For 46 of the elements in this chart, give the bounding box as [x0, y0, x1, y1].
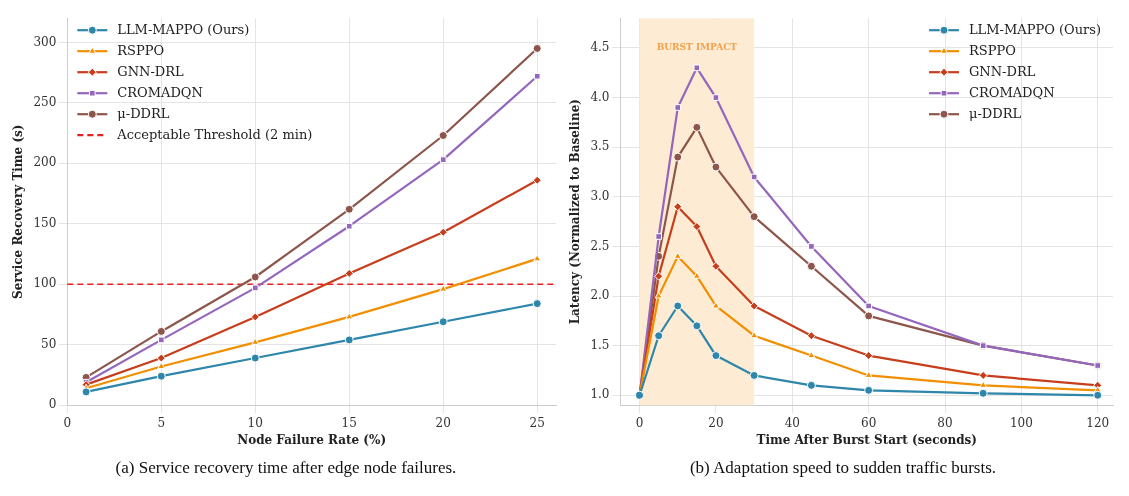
y-axis-title: Latency (Normalized to Baseline)	[568, 99, 583, 325]
legend-label: RSPPO	[117, 42, 165, 58]
x-tick-label: 120	[1086, 415, 1110, 430]
x-axis-title: Time After Burst Start (seconds)	[756, 432, 978, 447]
y-tick-label: 0	[48, 397, 57, 412]
x-tick-label: 40	[784, 415, 800, 430]
x-tick-label: 20	[435, 415, 451, 430]
legend-label: GNN-DRL	[117, 63, 185, 79]
y-tick-label: 4.5	[590, 40, 610, 55]
x-tick-label: 0	[635, 415, 644, 430]
y-tick-label: 3.0	[590, 188, 610, 203]
y-tick-label: 250	[33, 94, 57, 109]
text: (b) Adaptation speed to sudden traffic bursts.	[688, 458, 998, 478]
x-tick-label: 80	[937, 415, 953, 430]
y-tick-label: 2.5	[590, 238, 610, 253]
x-axis-title: Node Failure Rate (%)	[237, 432, 387, 447]
legend-label: Acceptable Threshold (2 min)	[116, 126, 313, 142]
y-tick-label: 4.0	[590, 89, 610, 104]
y-axis-title: Service Recovery Time (s)	[11, 124, 26, 299]
y-tick-label: 1.0	[590, 387, 610, 402]
legend-label: CROMADQN	[117, 84, 203, 100]
legend-label: LLM-MAPPO (Ours)	[117, 21, 250, 37]
y-tick-label: 1.5	[590, 337, 610, 352]
x-tick-label: 5	[157, 415, 166, 430]
x-tick-label: 25	[529, 415, 545, 430]
y-tick-label: 3.5	[590, 139, 610, 154]
legend-label: μ-DDRL	[968, 105, 1022, 121]
y-tick-label: 200	[33, 155, 57, 170]
y-tick-label: 2.0	[590, 288, 610, 303]
x-tick-label: 10	[247, 415, 263, 430]
text: (a) Service recovery time after edge node failures.	[114, 458, 458, 478]
x-tick-label: 20	[708, 415, 724, 430]
legend-label: CROMADQN	[968, 84, 1055, 100]
legend-label: LLM-MAPPO (Ours)	[968, 21, 1101, 37]
x-tick-label: 60	[861, 415, 877, 430]
x-tick-label: 100	[1009, 415, 1033, 430]
legend-label: μ-DDRL	[117, 105, 170, 121]
legend-label: RSPPO	[968, 42, 1016, 58]
x-tick-label: 15	[341, 415, 357, 430]
legend-label: GNN-DRL	[968, 63, 1036, 79]
x-tick-label: 0	[63, 415, 72, 430]
y-tick-label: 100	[33, 276, 57, 291]
y-tick-label: 150	[33, 215, 57, 230]
band-label: BURST IMPACT	[656, 42, 738, 53]
y-tick-label: 50	[41, 336, 57, 351]
y-tick-label: 300	[33, 34, 57, 49]
